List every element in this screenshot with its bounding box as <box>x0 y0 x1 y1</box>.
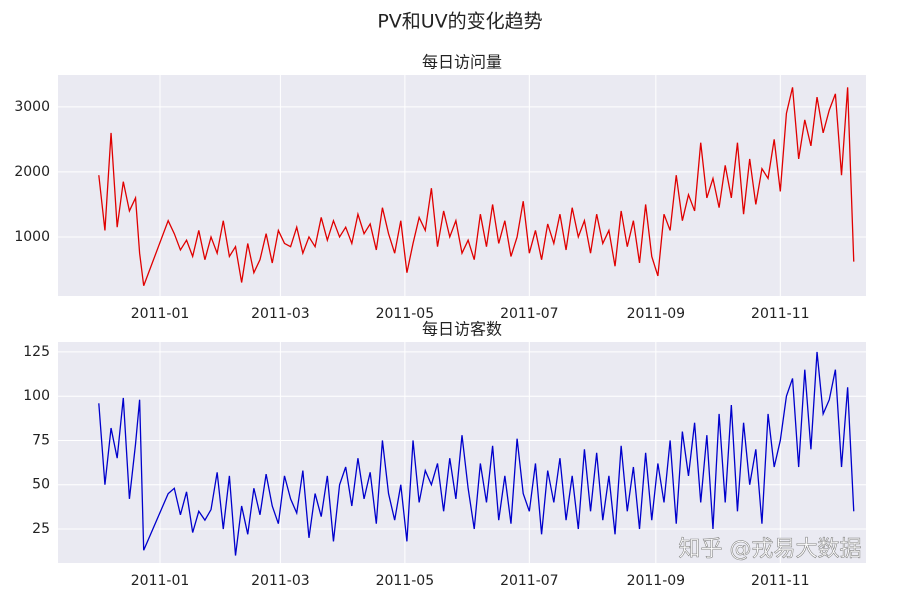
subplot-title: 每日访问量 <box>422 53 502 72</box>
figure-title: PV和UV的变化趋势 <box>377 11 542 33</box>
x-tick-label: 2011-03 <box>251 306 310 322</box>
x-tick-label: 2011-05 <box>376 306 435 322</box>
data-line <box>98 87 855 286</box>
x-tick-label: 2011-07 <box>500 306 559 322</box>
y-tick-label: 125 <box>23 344 50 360</box>
plot-area <box>58 342 866 563</box>
y-tick-label: 2000 <box>14 164 50 180</box>
x-tick-label: 2011-01 <box>131 573 190 589</box>
x-tick-label: 2011-11 <box>751 573 810 589</box>
x-tick-label: 2011-09 <box>627 306 686 322</box>
y-tick-label: 25 <box>32 521 50 537</box>
y-tick-label: 1000 <box>14 229 50 245</box>
plot-area <box>58 75 866 296</box>
x-tick-label: 2011-07 <box>500 573 559 589</box>
watermark: 知乎 @戎易大数据 <box>679 537 862 562</box>
x-tick-label: 2011-05 <box>376 573 435 589</box>
x-tick-label: 2011-03 <box>251 573 310 589</box>
y-tick-label: 50 <box>32 477 50 493</box>
x-tick-label: 2011-01 <box>131 306 190 322</box>
data-line <box>98 351 855 556</box>
y-tick-label: 75 <box>32 432 50 448</box>
y-tick-label: 100 <box>23 388 50 404</box>
x-tick-label: 2011-09 <box>627 573 686 589</box>
y-tick-label: 3000 <box>14 99 50 115</box>
x-tick-label: 2011-11 <box>751 306 810 322</box>
subplot-title: 每日访客数 <box>422 320 502 339</box>
